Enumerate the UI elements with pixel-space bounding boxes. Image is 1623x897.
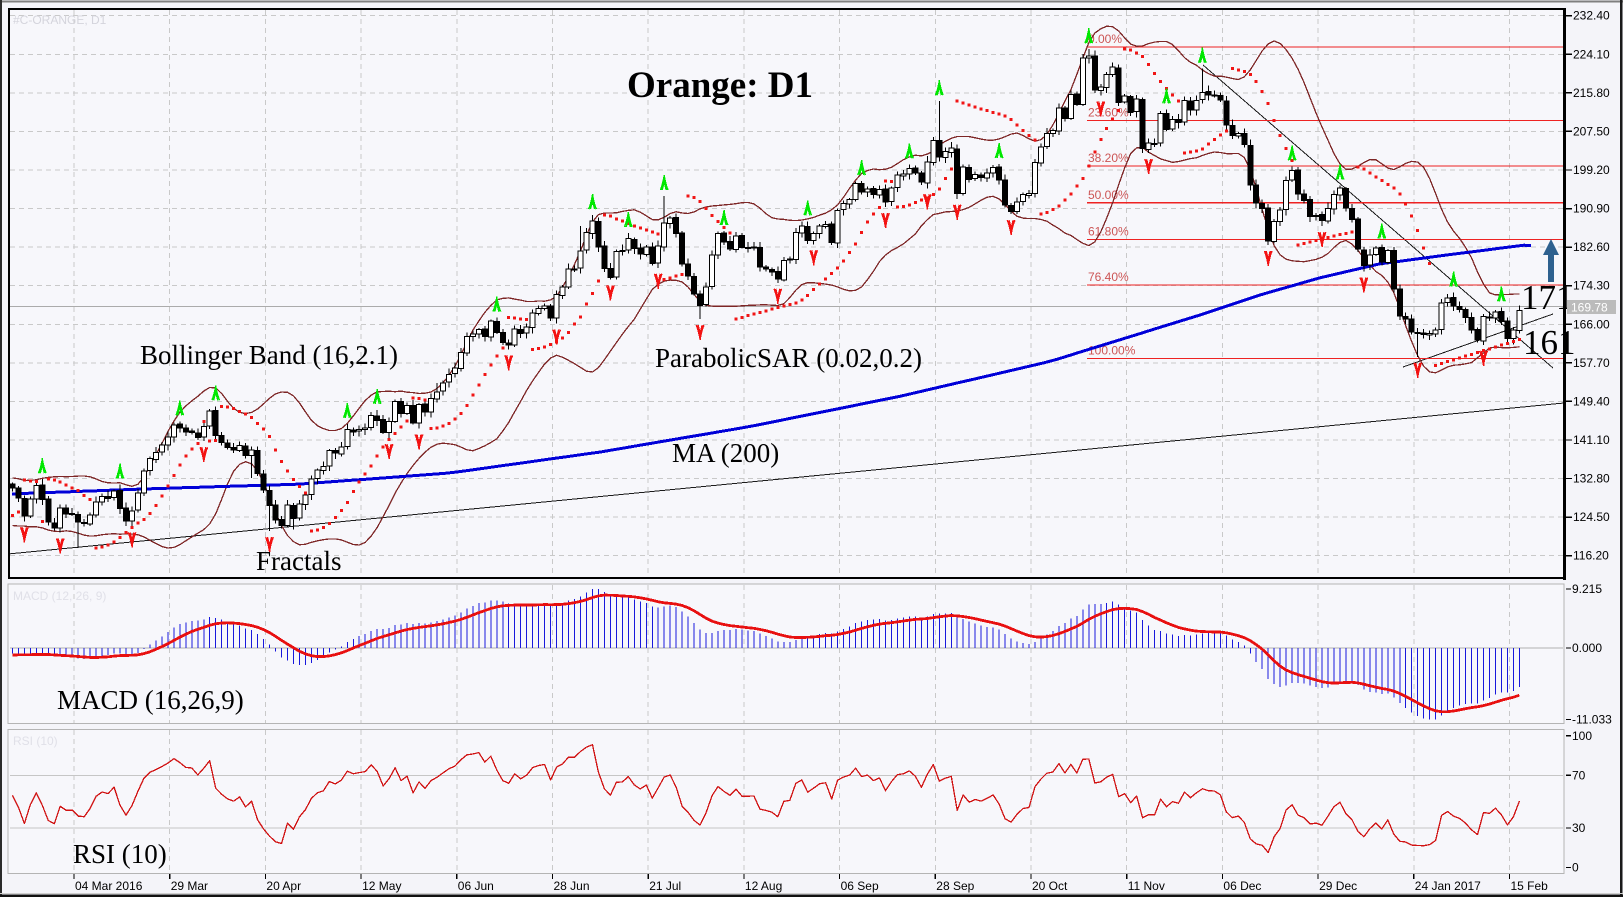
svg-text:15 Feb: 15 Feb <box>1511 879 1549 893</box>
svg-text:174.30: 174.30 <box>1573 279 1610 293</box>
svg-text:232.40: 232.40 <box>1573 9 1610 23</box>
svg-text:169.78: 169.78 <box>1571 301 1608 315</box>
svg-text:100.00%: 100.00% <box>1088 344 1136 358</box>
svg-text:0.000: 0.000 <box>1572 641 1602 655</box>
svg-text:06 Sep: 06 Sep <box>841 879 879 893</box>
svg-text:190.90: 190.90 <box>1573 202 1610 216</box>
svg-text:157.70: 157.70 <box>1573 356 1610 370</box>
svg-text:182.60: 182.60 <box>1573 240 1610 254</box>
svg-text:199.20: 199.20 <box>1573 163 1610 177</box>
svg-text:RSI (10): RSI (10) <box>73 839 167 869</box>
svg-text:12 May: 12 May <box>362 879 401 893</box>
svg-text:124.50: 124.50 <box>1573 510 1610 524</box>
svg-text:116.20: 116.20 <box>1573 549 1609 563</box>
svg-text:149.40: 149.40 <box>1573 394 1610 408</box>
svg-text:MACD (16,26,9): MACD (16,26,9) <box>57 685 244 715</box>
svg-text:50.00%: 50.00% <box>1088 188 1129 202</box>
svg-text:141.10: 141.10 <box>1573 433 1610 447</box>
svg-text:11 Nov: 11 Nov <box>1128 879 1165 893</box>
svg-text:28 Sep: 28 Sep <box>936 879 974 893</box>
svg-text:171: 171 <box>1521 278 1574 317</box>
svg-text:0.00%: 0.00% <box>1088 32 1122 46</box>
svg-text:224.10: 224.10 <box>1573 47 1610 61</box>
svg-text:06 Dec: 06 Dec <box>1223 879 1261 893</box>
svg-text:30: 30 <box>1572 821 1586 835</box>
svg-text:Orange: D1: Orange: D1 <box>627 65 813 106</box>
svg-text:132.80: 132.80 <box>1573 472 1610 486</box>
svg-text:0: 0 <box>1572 861 1579 875</box>
svg-text:61.80%: 61.80% <box>1088 225 1129 239</box>
svg-text:70: 70 <box>1572 768 1586 782</box>
svg-text:RSI (10): RSI (10) <box>13 734 58 748</box>
svg-text:24 Jan 2017: 24 Jan 2017 <box>1415 879 1481 893</box>
svg-text:38.20%: 38.20% <box>1088 151 1129 165</box>
svg-text:166.00: 166.00 <box>1573 317 1610 331</box>
svg-text:12 Aug: 12 Aug <box>745 879 782 893</box>
svg-text:29 Dec: 29 Dec <box>1319 879 1357 893</box>
svg-text:76.40%: 76.40% <box>1088 270 1129 284</box>
svg-text:04 Mar 2016: 04 Mar 2016 <box>75 879 143 893</box>
svg-text:Fractals: Fractals <box>256 546 341 576</box>
svg-text:29 Mar: 29 Mar <box>171 879 208 893</box>
svg-text:23.60%: 23.60% <box>1088 106 1129 120</box>
svg-text:20 Apr: 20 Apr <box>266 879 301 893</box>
svg-text:ParabolicSAR (0.02,0.2): ParabolicSAR (0.02,0.2) <box>655 343 922 373</box>
svg-text:20 Oct: 20 Oct <box>1032 879 1068 893</box>
svg-text:MACD (12, 26, 9): MACD (12, 26, 9) <box>13 589 106 603</box>
svg-text:06 Jun: 06 Jun <box>458 879 494 893</box>
svg-text:161: 161 <box>1523 323 1576 362</box>
svg-text:215.80: 215.80 <box>1573 86 1610 100</box>
svg-text:28 Jun: 28 Jun <box>554 879 590 893</box>
svg-text:207.50: 207.50 <box>1573 124 1610 138</box>
svg-text:MA (200): MA (200) <box>672 438 779 468</box>
svg-text:-11.033: -11.033 <box>1572 713 1612 727</box>
svg-text:100: 100 <box>1572 729 1592 743</box>
svg-text:Bollinger Band (16,2.1): Bollinger Band (16,2.1) <box>140 340 398 370</box>
svg-text:9.215: 9.215 <box>1572 582 1602 596</box>
svg-text:#C-ORANGE, D1: #C-ORANGE, D1 <box>13 13 107 27</box>
svg-text:21 Jul: 21 Jul <box>649 879 681 893</box>
